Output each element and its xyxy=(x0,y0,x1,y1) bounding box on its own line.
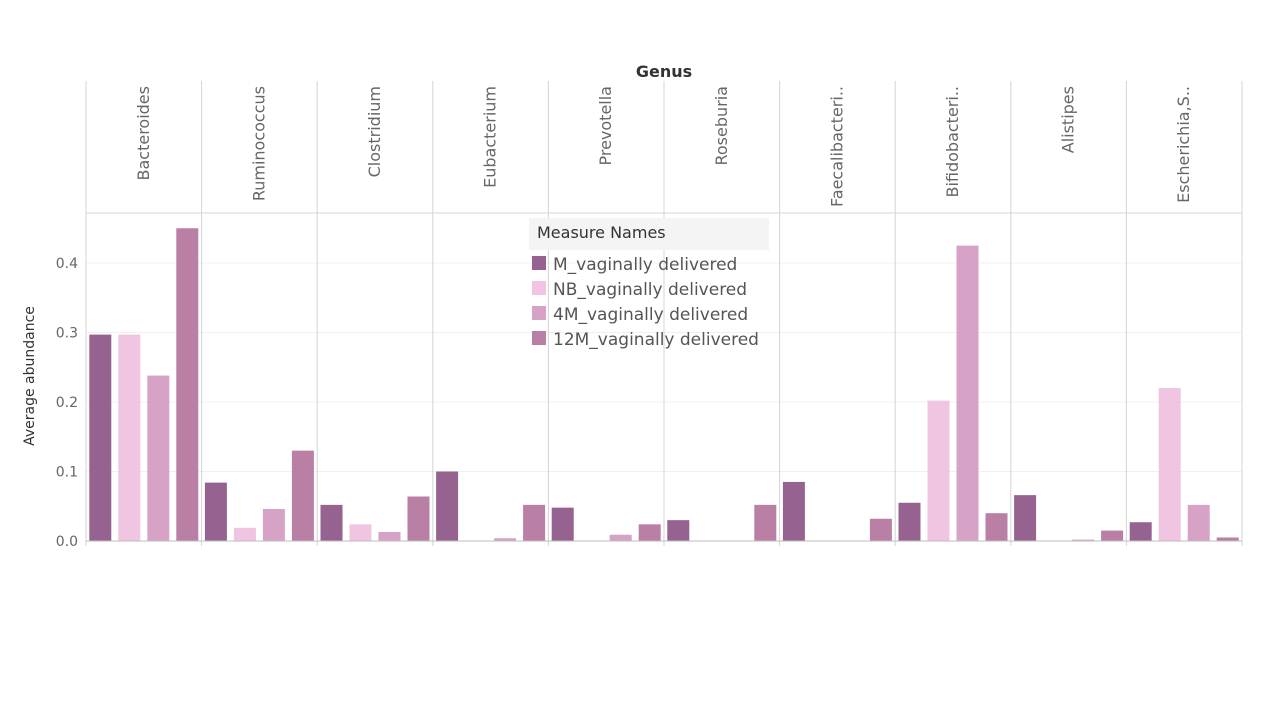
bar xyxy=(754,504,777,541)
category-label: Prevotella xyxy=(596,86,615,166)
bar xyxy=(262,509,285,541)
legend-label: 12M_vaginally delivered xyxy=(553,330,759,350)
bar xyxy=(1072,539,1095,541)
bar xyxy=(609,534,632,541)
category-label: Ruminococcus xyxy=(249,86,268,201)
column-header: Genus xyxy=(636,62,692,81)
category-label: Eubacterium xyxy=(481,86,500,188)
bar xyxy=(436,471,459,541)
bar xyxy=(1129,522,1152,541)
bar xyxy=(349,524,372,541)
bar xyxy=(291,450,314,541)
bar xyxy=(1187,504,1210,541)
bar xyxy=(204,482,227,541)
legend: Measure Names M_vaginally delivered NB_va… xyxy=(529,218,769,350)
bar xyxy=(927,400,950,541)
bar xyxy=(320,504,343,541)
y-tick-label: 0.1 xyxy=(56,465,78,481)
frame-layer xyxy=(85,81,1243,546)
category-label: Escherichia,S.. xyxy=(1174,86,1193,203)
bar xyxy=(869,518,892,541)
legend-label: 4M_vaginally delivered xyxy=(553,305,748,325)
bar xyxy=(176,228,199,541)
y-tick-label: 0.3 xyxy=(56,326,78,342)
y-axis-title: Average abundance xyxy=(22,306,38,446)
bars-layer xyxy=(89,228,1239,541)
bar xyxy=(407,496,430,541)
legend-swatch xyxy=(532,331,546,345)
bar xyxy=(523,504,546,541)
bar xyxy=(551,507,574,541)
legend-swatch xyxy=(532,306,546,320)
bar xyxy=(782,481,805,541)
bar xyxy=(898,502,921,541)
category-label: Bacteroides xyxy=(134,86,153,181)
category-label: Faecalibacteri.. xyxy=(827,86,846,207)
category-label: Alistipes xyxy=(1059,86,1078,153)
legend-swatch xyxy=(532,281,546,295)
legend-header-bg xyxy=(529,218,769,250)
legend-label: M_vaginally delivered xyxy=(553,255,737,275)
category-label: Clostridium xyxy=(365,86,384,177)
bar xyxy=(1216,537,1239,541)
bar xyxy=(1101,530,1124,541)
y-tick-labels: 0.0 0.1 0.2 0.3 0.4 xyxy=(56,256,78,550)
bar xyxy=(956,245,979,541)
y-tick-label: 0.0 xyxy=(56,534,78,550)
category-label: Bifidobacteri.. xyxy=(943,86,962,198)
y-tick-label: 0.4 xyxy=(56,256,78,272)
bar xyxy=(118,334,141,541)
bar xyxy=(147,375,170,541)
bar xyxy=(494,538,517,541)
bar xyxy=(667,520,690,541)
category-labels: Bacteroides Ruminococcus Clostridium Eubact… xyxy=(134,86,1193,207)
legend-swatch xyxy=(532,256,546,270)
bar xyxy=(378,531,401,541)
bar xyxy=(89,334,112,541)
legend-label: NB_vaginally delivered xyxy=(553,280,747,300)
y-tick-label: 0.2 xyxy=(56,395,78,411)
bar xyxy=(233,527,256,541)
category-label: Roseburia xyxy=(712,86,731,166)
bar xyxy=(1014,495,1037,541)
legend-items: M_vaginally delivered NB_vaginally delive… xyxy=(532,255,759,350)
legend-title: Measure Names xyxy=(537,223,666,242)
bar xyxy=(1158,388,1181,541)
bar xyxy=(638,524,661,541)
bar xyxy=(985,513,1008,541)
